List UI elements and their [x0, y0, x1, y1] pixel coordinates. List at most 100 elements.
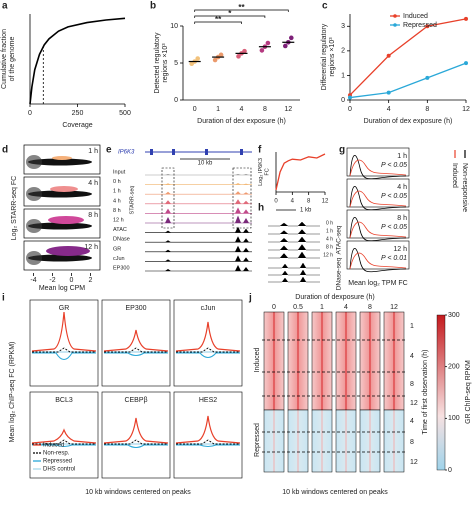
significance-label: **	[238, 3, 245, 12]
factor-label: GR	[59, 305, 70, 312]
track-label: 4 h	[113, 198, 121, 204]
track-peak	[165, 249, 171, 252]
track-peak	[243, 238, 249, 243]
point-cloud-tail	[26, 187, 42, 201]
profile-nonresp	[176, 347, 240, 353]
profile-repressed	[32, 352, 96, 361]
point-cloud-tail	[26, 155, 42, 169]
column-label: 0	[272, 304, 276, 311]
significance-bracket	[194, 9, 289, 12]
track-peak	[165, 217, 171, 223]
density-panel	[346, 240, 410, 270]
density-nonresponsive	[349, 155, 407, 180]
atac-track	[268, 244, 320, 251]
axis-label: of the genome	[9, 37, 16, 82]
y-tick-label: 5	[174, 60, 178, 67]
heatmap-induced	[359, 311, 381, 411]
factor-label: EP300	[125, 305, 146, 312]
density-induced	[349, 190, 407, 208]
atac-track	[268, 236, 320, 243]
colorbar-tick-label: 100	[448, 415, 460, 422]
track-peak	[165, 259, 171, 262]
x-tick-label: 4	[291, 199, 295, 205]
colorbar-tick-label: 200	[448, 364, 460, 371]
panel-label: e	[106, 145, 112, 156]
track-peak	[235, 215, 241, 223]
x-axis-label: Mean log₂ TPM FC	[348, 280, 407, 287]
time-label: 12 h	[323, 252, 333, 258]
atac-track	[268, 221, 320, 227]
x-tick-label: 0	[193, 106, 197, 113]
heatmap-induced	[335, 311, 357, 411]
scale-label: 10 kb	[198, 161, 213, 167]
x-tick-label: 8	[263, 106, 267, 113]
point-cloud-tail	[26, 251, 42, 265]
axis-label: Detected regulatory	[154, 32, 161, 94]
profile-nonresp	[32, 439, 96, 445]
scale-label: 1 kb	[300, 208, 312, 214]
profile-repressed	[176, 352, 240, 359]
axis-label: FC	[264, 168, 270, 175]
legend-label: Repressed	[403, 22, 437, 29]
time-label: 8 h	[326, 244, 333, 250]
p-value: P < 0.05	[381, 162, 407, 169]
time-tick-label: 12	[410, 400, 418, 407]
legend-label: DHS control	[43, 467, 75, 473]
time-label: 4 h	[88, 180, 98, 187]
heatmap-repressed	[359, 409, 381, 473]
heatmap-induced	[311, 311, 333, 411]
time-label: 8 h	[397, 215, 407, 222]
data-point	[195, 56, 200, 61]
heatmap-induced	[263, 311, 285, 411]
track-peak	[165, 200, 171, 204]
data-line	[349, 62, 467, 99]
colorbar-tick-label: 0	[448, 467, 452, 474]
track-peak	[235, 245, 241, 252]
factor-label: CEBPβ	[124, 397, 147, 404]
data-point	[464, 61, 468, 66]
track-peak	[243, 218, 249, 223]
density-induced	[349, 252, 407, 270]
data-line	[29, 17, 126, 105]
x-axis-label: 10 kb windows centered on peaks	[282, 489, 388, 496]
heatmap-repressed	[287, 409, 309, 473]
significance-bracket	[194, 15, 266, 18]
data-point	[259, 48, 265, 53]
profile-panel	[101, 299, 171, 387]
y-tick-label: 10	[170, 23, 178, 30]
profile-nonresp	[32, 347, 96, 353]
profile-repressed	[176, 444, 240, 448]
profile-induced	[175, 321, 241, 352]
significance-bracket	[194, 21, 242, 24]
column-label: 0.5	[293, 304, 303, 311]
time-tick-label: 4	[410, 418, 414, 425]
p-value: P < 0.05	[381, 224, 407, 231]
track-peak	[235, 255, 241, 262]
track-peak	[243, 174, 249, 175]
x-axis-label: Duration of dex exposure (h)	[197, 118, 286, 125]
data-point	[242, 48, 247, 54]
x-tick-label: -2	[49, 277, 55, 284]
track-peak	[235, 207, 241, 214]
x-tick-label: 4	[387, 106, 391, 113]
x-tick-label: 8	[425, 106, 429, 113]
track-peak	[243, 192, 249, 195]
x-axis-label: Mean log CPM	[39, 285, 85, 292]
time-tick-label: 12	[410, 459, 418, 466]
panel-label: a	[2, 1, 8, 12]
legend-label: Induced	[43, 443, 64, 449]
time-tick-label: 8	[410, 381, 414, 388]
panel-label: g	[339, 145, 345, 156]
profile-induced	[175, 415, 241, 444]
time-label: 8 h	[88, 212, 98, 219]
track-label: DNase	[113, 237, 130, 243]
data-line	[349, 18, 467, 96]
x-tick-label: 0	[70, 277, 74, 284]
data-point	[348, 95, 352, 100]
atac-track	[268, 229, 320, 235]
factor-label: cJun	[201, 305, 216, 312]
x-tick-label: -4	[30, 277, 36, 284]
time-label: 4 h	[397, 184, 407, 191]
track-peak	[243, 247, 249, 252]
